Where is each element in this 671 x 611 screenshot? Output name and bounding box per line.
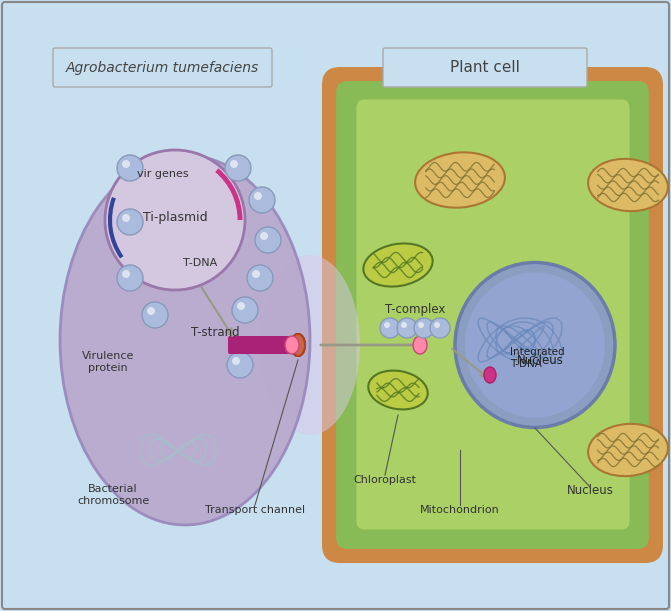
Ellipse shape <box>60 155 310 525</box>
FancyBboxPatch shape <box>322 67 663 563</box>
Circle shape <box>225 155 251 181</box>
Circle shape <box>255 227 281 253</box>
Circle shape <box>254 192 262 200</box>
Text: Nucleus: Nucleus <box>517 354 564 367</box>
Text: Agrobacterium tumefaciens: Agrobacterium tumefaciens <box>65 61 258 75</box>
Circle shape <box>401 322 407 328</box>
Circle shape <box>252 270 260 278</box>
Ellipse shape <box>455 263 615 428</box>
Text: T-complex: T-complex <box>384 304 445 316</box>
Circle shape <box>117 209 143 235</box>
Text: Nucleus: Nucleus <box>566 483 613 497</box>
Circle shape <box>232 297 258 323</box>
Circle shape <box>397 318 417 338</box>
FancyBboxPatch shape <box>334 79 651 551</box>
Circle shape <box>122 270 130 278</box>
Circle shape <box>434 322 440 328</box>
Ellipse shape <box>291 334 305 356</box>
Circle shape <box>430 318 450 338</box>
Text: Bacterial
chromosome: Bacterial chromosome <box>77 484 149 506</box>
Circle shape <box>384 322 390 328</box>
Text: Transport channel: Transport channel <box>205 505 305 515</box>
Ellipse shape <box>413 336 427 354</box>
Ellipse shape <box>368 371 427 409</box>
Circle shape <box>260 232 268 240</box>
Ellipse shape <box>260 255 360 435</box>
Text: Integrated
T-DNA: Integrated T-DNA <box>510 347 564 369</box>
Text: T-DNA: T-DNA <box>183 258 217 268</box>
FancyBboxPatch shape <box>383 48 587 87</box>
Circle shape <box>117 265 143 291</box>
Ellipse shape <box>363 243 433 287</box>
Circle shape <box>237 302 245 310</box>
Ellipse shape <box>291 334 305 356</box>
Text: vir genes: vir genes <box>137 169 189 179</box>
Circle shape <box>247 265 273 291</box>
Circle shape <box>230 160 238 168</box>
Circle shape <box>227 352 253 378</box>
FancyBboxPatch shape <box>228 336 290 354</box>
FancyBboxPatch shape <box>53 48 272 87</box>
FancyBboxPatch shape <box>355 98 631 531</box>
Circle shape <box>142 302 168 328</box>
Text: T-strand: T-strand <box>191 326 240 340</box>
Ellipse shape <box>588 424 668 476</box>
Ellipse shape <box>285 336 299 354</box>
Circle shape <box>105 150 245 290</box>
Circle shape <box>147 307 155 315</box>
Ellipse shape <box>588 159 668 211</box>
Circle shape <box>122 214 130 222</box>
Circle shape <box>249 187 275 213</box>
Circle shape <box>418 322 424 328</box>
Circle shape <box>122 160 130 168</box>
Ellipse shape <box>415 152 505 208</box>
Circle shape <box>232 357 240 365</box>
Text: Ti-plasmid: Ti-plasmid <box>143 211 207 224</box>
Circle shape <box>414 318 434 338</box>
Ellipse shape <box>484 367 496 383</box>
Ellipse shape <box>291 334 305 356</box>
Text: Virulence
protein: Virulence protein <box>82 351 134 373</box>
Ellipse shape <box>465 273 605 417</box>
Circle shape <box>117 155 143 181</box>
Circle shape <box>380 318 400 338</box>
Text: Chloroplast: Chloroplast <box>354 475 417 485</box>
Text: Mitochondrion: Mitochondrion <box>420 505 500 515</box>
Text: Plant cell: Plant cell <box>450 60 520 76</box>
